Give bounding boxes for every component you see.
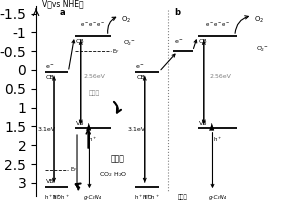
Text: g-C₃N₄: g-C₃N₄	[83, 195, 101, 200]
Polygon shape	[86, 124, 91, 130]
Text: 3.1eV: 3.1eV	[38, 127, 56, 132]
Text: e$^-$e$^-$e$^-$: e$^-$e$^-$e$^-$	[205, 21, 230, 29]
Text: h$^+$: h$^+$	[88, 135, 97, 144]
Text: 石墨烯: 石墨烯	[178, 195, 188, 200]
Text: 3.1eV: 3.1eV	[127, 127, 145, 132]
Text: VB: VB	[46, 179, 54, 184]
Text: e$^-$e$^-$e$^-$: e$^-$e$^-$e$^-$	[80, 21, 105, 29]
Text: E$_F$: E$_F$	[112, 47, 120, 56]
Text: h$^+$: h$^+$	[213, 135, 222, 144]
Text: E$_F$: E$_F$	[70, 165, 78, 174]
Text: g-C₃N₄: g-C₃N₄	[208, 195, 226, 200]
Text: 2.56eV: 2.56eV	[83, 74, 105, 79]
Text: V（vs NHE）: V（vs NHE）	[42, 0, 84, 8]
Text: e$^-$: e$^-$	[135, 64, 146, 71]
Text: TiO: TiO	[52, 195, 61, 200]
Text: TiO: TiO	[143, 195, 152, 200]
Text: 2.56eV: 2.56eV	[209, 74, 231, 79]
Text: h$^+$h$^+$h$^+$: h$^+$h$^+$h$^+$	[134, 193, 160, 200]
Text: CB: CB	[76, 39, 84, 44]
Text: h$^+$h$^+$h$^+$: h$^+$h$^+$h$^+$	[44, 193, 70, 200]
Text: a: a	[59, 8, 65, 17]
Text: O$_2^{\cdot-}$: O$_2^{\cdot-}$	[123, 38, 135, 48]
Text: O$_2$: O$_2$	[121, 15, 131, 25]
Polygon shape	[209, 124, 214, 130]
Text: CB: CB	[199, 39, 207, 44]
Text: O$_2^{\cdot-}$: O$_2^{\cdot-}$	[256, 44, 268, 54]
Text: b: b	[175, 8, 181, 17]
Text: 可见光: 可见光	[89, 90, 100, 96]
Text: CB: CB	[46, 75, 55, 80]
Text: 有机物: 有机物	[111, 154, 125, 163]
Text: O$_2$: O$_2$	[254, 15, 265, 25]
Text: CO$_2$ H$_2$O: CO$_2$ H$_2$O	[99, 170, 127, 179]
Text: e$^-$: e$^-$	[45, 64, 55, 71]
Text: VB: VB	[199, 121, 207, 126]
Text: VB: VB	[76, 121, 84, 126]
Text: CB: CB	[137, 75, 145, 80]
Text: e$^-$: e$^-$	[174, 38, 184, 46]
